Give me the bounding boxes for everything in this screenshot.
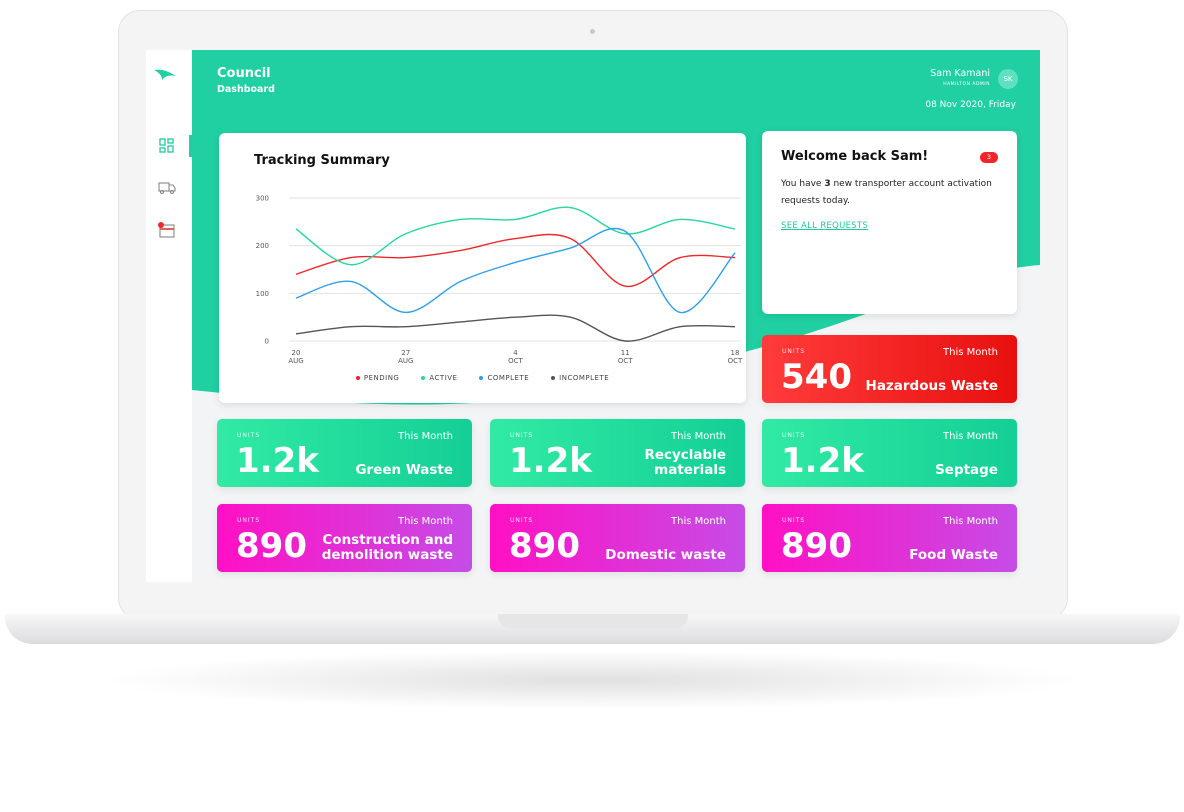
legend-item: PENDING <box>355 374 400 382</box>
date: 08 Nov 2020, Friday <box>925 100 1016 110</box>
period-label: This Month <box>671 516 726 527</box>
message-text: new transporter account activation reque… <box>781 179 992 206</box>
units-label: UNITS <box>237 432 261 439</box>
period-label: This Month <box>398 516 453 527</box>
stat-card: UNITS This Month 540 Hazardous Waste <box>762 335 1017 403</box>
stat-name: Recyclable materials <box>644 447 726 478</box>
legend-dot <box>355 376 360 380</box>
series-line <box>295 206 736 266</box>
period-label: This Month <box>943 431 998 442</box>
units-label: UNITS <box>782 517 806 524</box>
stat-card: UNITS This Month 890 Construction and demol… <box>217 504 472 572</box>
legend-dot <box>479 376 484 380</box>
stat-value: 540 <box>781 357 852 397</box>
see-all-link[interactable]: SEE ALL REQUESTS <box>781 221 869 231</box>
legend-item: INCOMPLETE <box>551 374 609 382</box>
y-tick-label: 100 <box>256 290 269 298</box>
series-line <box>295 233 736 287</box>
dashboard-icon[interactable] <box>159 138 174 153</box>
welcome-message: You have 3 new transporter account activ… <box>781 176 1006 210</box>
stat-name: Hazardous Waste <box>865 378 998 394</box>
legend-label: PENDING <box>363 374 400 382</box>
chart: 0 100 200 300 <box>256 195 741 346</box>
units-label: UNITS <box>510 517 534 524</box>
series-line <box>295 227 736 314</box>
stat-value: 1.2k <box>236 441 319 481</box>
legend-item: ACTIVE <box>421 374 457 382</box>
period-label: This Month <box>398 431 453 442</box>
stat-card: UNITS This Month 890 Food Waste <box>762 504 1017 572</box>
period-label: This Month <box>943 347 998 358</box>
header-title: Council <box>217 66 271 81</box>
stat-name: Septage <box>935 462 998 478</box>
units-label: UNITS <box>510 432 534 439</box>
y-tick-label: 0 <box>265 338 269 346</box>
legend: PENDING ACTIVE COMPLETE INCOMPLETE <box>219 374 746 382</box>
legend-label: COMPLETE <box>487 374 530 382</box>
sidebar-icons <box>154 69 192 238</box>
chart-title: Tracking Summary <box>254 153 390 168</box>
stat-card: UNITS This Month 1.2k Septage <box>762 419 1017 487</box>
y-tick-label: 200 <box>256 242 269 250</box>
message-text: You have <box>781 179 825 189</box>
legend-label: INCOMPLETE <box>559 374 610 382</box>
badge: 3 <box>980 152 998 163</box>
legend-label: ACTIVE <box>429 374 458 382</box>
stat-value: 1.2k <box>781 441 864 481</box>
stat-card: UNITS This Month 890 Domestic waste <box>490 504 745 572</box>
chart-card: Tracking Summary 0 100 200 300 PENDING ACTIV… <box>219 133 746 403</box>
stat-name: Construction and demolition waste <box>321 532 453 563</box>
stat-value: 890 <box>509 526 580 566</box>
stat-card: UNITS This Month 1.2k Green Waste <box>217 419 472 487</box>
x-tick-label: 18 OCT <box>727 349 743 365</box>
welcome-card: Welcome back Sam! 3 You have 3 new trans… <box>762 131 1017 314</box>
period-label: This Month <box>943 516 998 527</box>
units-label: UNITS <box>782 432 806 439</box>
laptop-notch <box>498 614 688 628</box>
x-tick-label: 11 OCT <box>617 349 633 365</box>
y-tick-label: 300 <box>256 195 269 203</box>
x-tick-label: 4 OCT <box>508 349 523 365</box>
active-indicator <box>189 135 192 157</box>
logo <box>154 69 176 80</box>
stat-value: 890 <box>781 526 852 566</box>
camera <box>590 29 595 34</box>
stat-card: UNITS This Month 1.2k Recyclable materials <box>490 419 745 487</box>
x-tick-label: 20 AUG <box>288 349 304 365</box>
header-subtitle: Dashboard <box>217 84 275 95</box>
welcome-title: Welcome back Sam! <box>781 149 929 164</box>
legend-dot <box>551 376 556 380</box>
stat-name: Green Waste <box>355 462 453 478</box>
sidebar <box>146 50 192 582</box>
user-name: Sam Kamani <box>930 68 990 79</box>
screen: Council Dashboard Sam Kamani HAMILTON AD… <box>146 50 1040 582</box>
period-label: This Month <box>671 431 726 442</box>
truck-icon[interactable] <box>158 182 176 195</box>
user-role: HAMILTON ADMIN <box>943 82 990 87</box>
avatar[interactable]: SK <box>998 69 1018 89</box>
legend-dot <box>421 376 426 380</box>
stat-name: Food Waste <box>909 547 998 563</box>
x-tick-label: 27 AUG <box>398 349 414 365</box>
store-icon[interactable] <box>158 222 175 238</box>
message-count: 3 <box>824 179 831 189</box>
series-line <box>295 314 736 342</box>
legend-item: COMPLETE <box>479 374 529 382</box>
units-label: UNITS <box>782 348 806 355</box>
shadow <box>100 650 1085 710</box>
units-label: UNITS <box>237 517 261 524</box>
stat-value: 890 <box>236 526 307 566</box>
stat-name: Domestic waste <box>605 547 726 563</box>
stat-value: 1.2k <box>509 441 592 481</box>
